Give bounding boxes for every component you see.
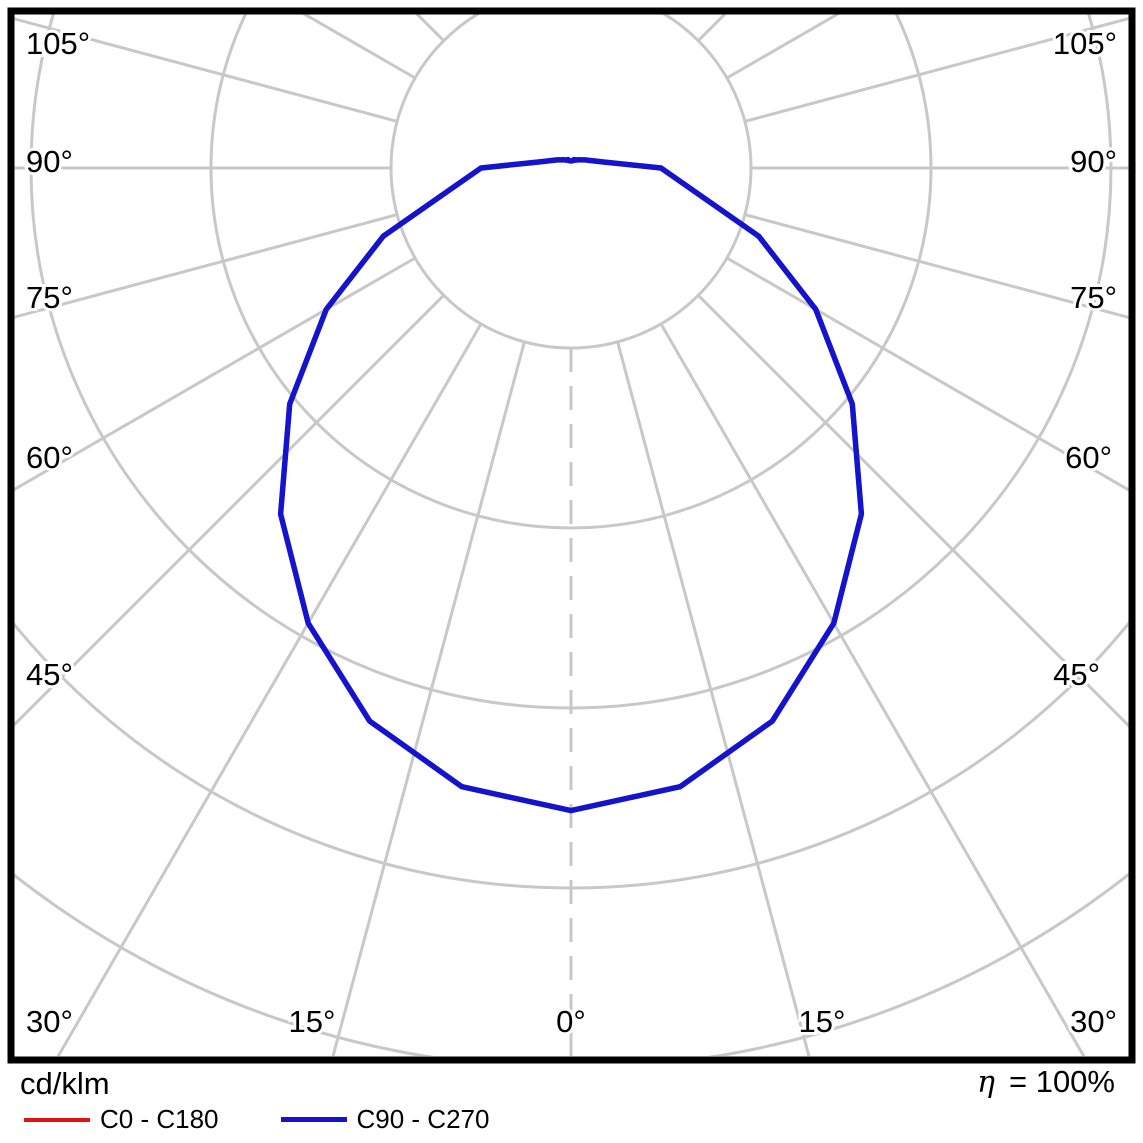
angle-tick-label: 30° <box>1070 1004 1117 1039</box>
grid-radial-line <box>14 256 416 492</box>
angle-tick-label: 90° <box>1070 144 1117 179</box>
legend: C0 - C180 C90 - C270 <box>24 1104 489 1135</box>
angle-tick-label: 45° <box>1053 657 1100 692</box>
grid-radial-line <box>331 341 526 1056</box>
plot-border <box>7 7 1136 1064</box>
grid-radial-line <box>14 17 398 123</box>
angle-tick-label: 105° <box>1053 26 1117 61</box>
legend-swatch-c90 <box>280 1117 347 1122</box>
angle-tick-label: 15° <box>289 1004 336 1039</box>
units-label: cd/klm <box>20 1066 110 1101</box>
efficiency-label: η = 100% <box>977 1064 1115 1100</box>
angle-tick-label: 60° <box>1065 440 1112 475</box>
grid-radial-line <box>56 323 483 1056</box>
grid-ring-circle <box>389 14 753 350</box>
grid-radial-line <box>14 213 398 319</box>
intensity-curve-c90-c270 <box>277 156 865 814</box>
grid-radial-line <box>616 341 811 1056</box>
angle-tick-label: 30° <box>26 1004 73 1039</box>
angle-tick-label: 90° <box>26 144 73 179</box>
angle-tick-label: 0° <box>556 1004 586 1039</box>
eta-value: = 100% <box>1008 1064 1115 1099</box>
angle-tick-label: 75° <box>1070 280 1117 315</box>
grid-radial-line <box>744 16 1129 123</box>
grid-radial-line <box>744 213 1129 320</box>
grid-ring-circle <box>209 14 933 530</box>
legend-label-c0: C0 - C180 <box>100 1104 219 1134</box>
legend-swatch-c0 <box>24 1117 90 1122</box>
angle-tick-label: 45° <box>26 657 73 692</box>
angle-tick-label: 60° <box>26 440 73 475</box>
grid-radial-line <box>726 256 1129 492</box>
eta-symbol: η <box>977 1065 995 1100</box>
legend-label-c90: C90 - C270 <box>356 1104 490 1134</box>
grid-radial-line <box>659 323 1086 1056</box>
angle-tick-label: 75° <box>26 280 73 315</box>
angle-tick-label: 105° <box>26 26 90 61</box>
angle-tick-label: 15° <box>799 1004 846 1039</box>
